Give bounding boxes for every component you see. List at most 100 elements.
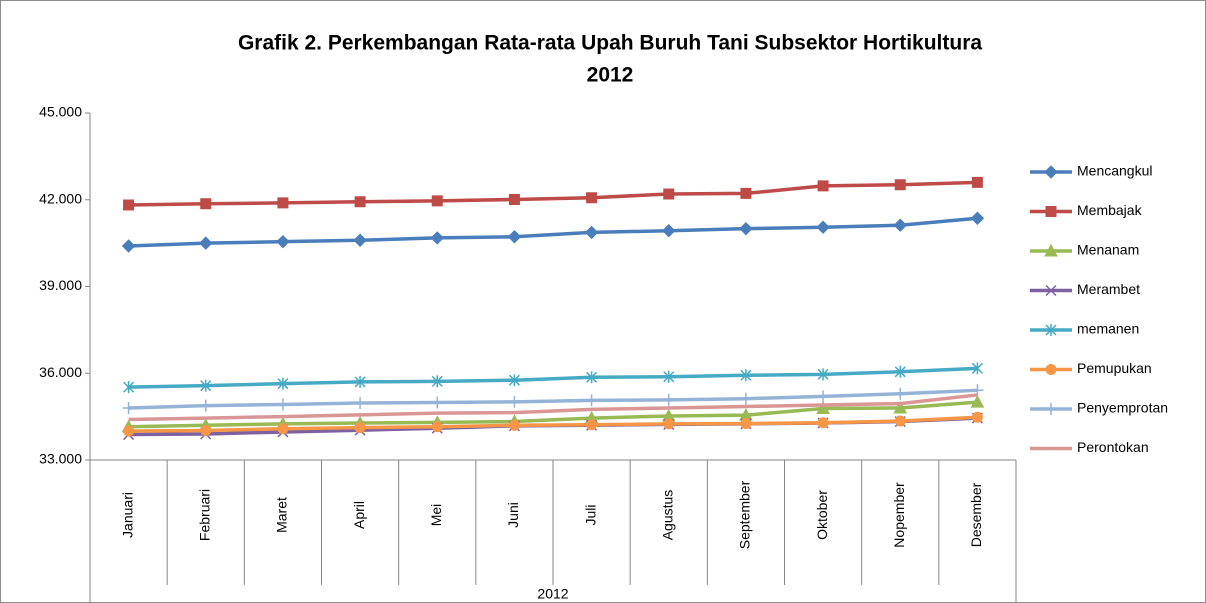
marker xyxy=(123,425,135,437)
series-line xyxy=(128,415,978,433)
marker xyxy=(662,393,675,406)
marker xyxy=(740,418,752,429)
marker xyxy=(740,369,752,382)
marker xyxy=(507,230,522,244)
marker xyxy=(276,234,290,249)
marker xyxy=(971,411,983,423)
marker xyxy=(586,192,598,204)
series-line xyxy=(128,393,978,422)
marker xyxy=(354,375,366,388)
marker xyxy=(971,384,984,397)
marker xyxy=(276,398,289,411)
marker xyxy=(199,236,213,250)
legend-label: memanen xyxy=(1077,321,1139,337)
marker xyxy=(508,419,520,431)
y-tick-label: 36.000 xyxy=(39,364,82,380)
marker xyxy=(277,423,289,435)
marker xyxy=(586,419,598,431)
marker xyxy=(971,176,983,188)
x-tick-label: April xyxy=(351,501,367,529)
marker xyxy=(894,387,907,400)
y-tick-label: 42.000 xyxy=(39,190,82,206)
marker xyxy=(508,395,521,408)
legend-label: Mencangkul xyxy=(1077,163,1153,179)
legend-label: Pemupukan xyxy=(1077,360,1152,376)
chart-title: Grafik 2. Perkembangan Rata-rata Upah Bu… xyxy=(238,32,982,55)
marker xyxy=(353,233,367,247)
x-tick-label: Maret xyxy=(274,497,290,533)
legend-label: Menanam xyxy=(1077,242,1139,258)
marker xyxy=(1045,206,1057,217)
marker xyxy=(817,390,830,403)
x-tick-label: Nopember xyxy=(891,482,907,548)
marker xyxy=(431,396,444,409)
series-line xyxy=(128,400,978,429)
marker xyxy=(893,218,907,232)
marker xyxy=(123,199,135,211)
legend-label: Penyemprotan xyxy=(1077,400,1168,416)
marker xyxy=(739,392,752,405)
marker xyxy=(431,421,443,433)
marker xyxy=(1045,403,1057,415)
marker xyxy=(508,374,520,387)
series-line xyxy=(128,366,978,389)
marker xyxy=(122,401,135,414)
marker xyxy=(277,197,289,209)
marker xyxy=(816,401,830,415)
marker xyxy=(817,180,829,192)
marker xyxy=(1044,165,1058,179)
marker xyxy=(586,371,598,384)
chart-title: 2012 xyxy=(587,64,634,87)
x-tick-label: Februari xyxy=(196,489,212,541)
marker xyxy=(431,195,443,207)
marker xyxy=(508,193,520,205)
series-line xyxy=(128,180,978,207)
marker xyxy=(430,231,444,245)
marker xyxy=(354,397,367,410)
marker xyxy=(1045,284,1057,297)
series-line xyxy=(128,388,978,410)
marker xyxy=(354,196,366,208)
marker xyxy=(1044,243,1058,257)
legend-label: Perontokan xyxy=(1077,439,1149,455)
x-tick-label: Juli xyxy=(582,504,598,525)
marker xyxy=(971,362,983,375)
x-tick-label: Juni xyxy=(505,502,521,528)
marker xyxy=(584,225,599,240)
marker xyxy=(123,381,135,394)
x-tick-label: Agustus xyxy=(659,490,675,541)
marker xyxy=(1045,324,1057,336)
marker xyxy=(663,188,675,200)
marker xyxy=(200,198,212,210)
marker xyxy=(893,400,908,414)
legend-label: Membajak xyxy=(1077,202,1143,218)
x-tick-label: Oktober xyxy=(814,490,830,540)
marker xyxy=(121,239,136,253)
x-tick-label: Januari xyxy=(119,492,135,538)
marker xyxy=(1045,364,1057,375)
x-tick-label: Mei xyxy=(428,504,444,527)
marker xyxy=(277,377,289,390)
marker xyxy=(199,399,212,412)
marker xyxy=(663,418,675,430)
marker xyxy=(894,415,906,427)
x-tick-label: September xyxy=(737,480,753,549)
y-tick-label: 45.000 xyxy=(39,104,82,120)
marker xyxy=(739,221,753,236)
marker xyxy=(740,187,752,199)
y-tick-label: 33.000 xyxy=(39,451,82,467)
marker xyxy=(817,417,829,429)
y-tick-label: 39.000 xyxy=(39,277,82,293)
series-line xyxy=(128,216,978,248)
marker xyxy=(894,179,906,191)
x-group-label: 2012 xyxy=(537,586,568,602)
marker xyxy=(970,211,985,225)
marker xyxy=(662,223,676,238)
marker xyxy=(663,370,675,383)
x-tick-label: Desember xyxy=(968,482,984,547)
marker xyxy=(816,220,830,234)
marker xyxy=(894,365,906,378)
marker xyxy=(817,368,829,381)
marker xyxy=(200,379,212,392)
